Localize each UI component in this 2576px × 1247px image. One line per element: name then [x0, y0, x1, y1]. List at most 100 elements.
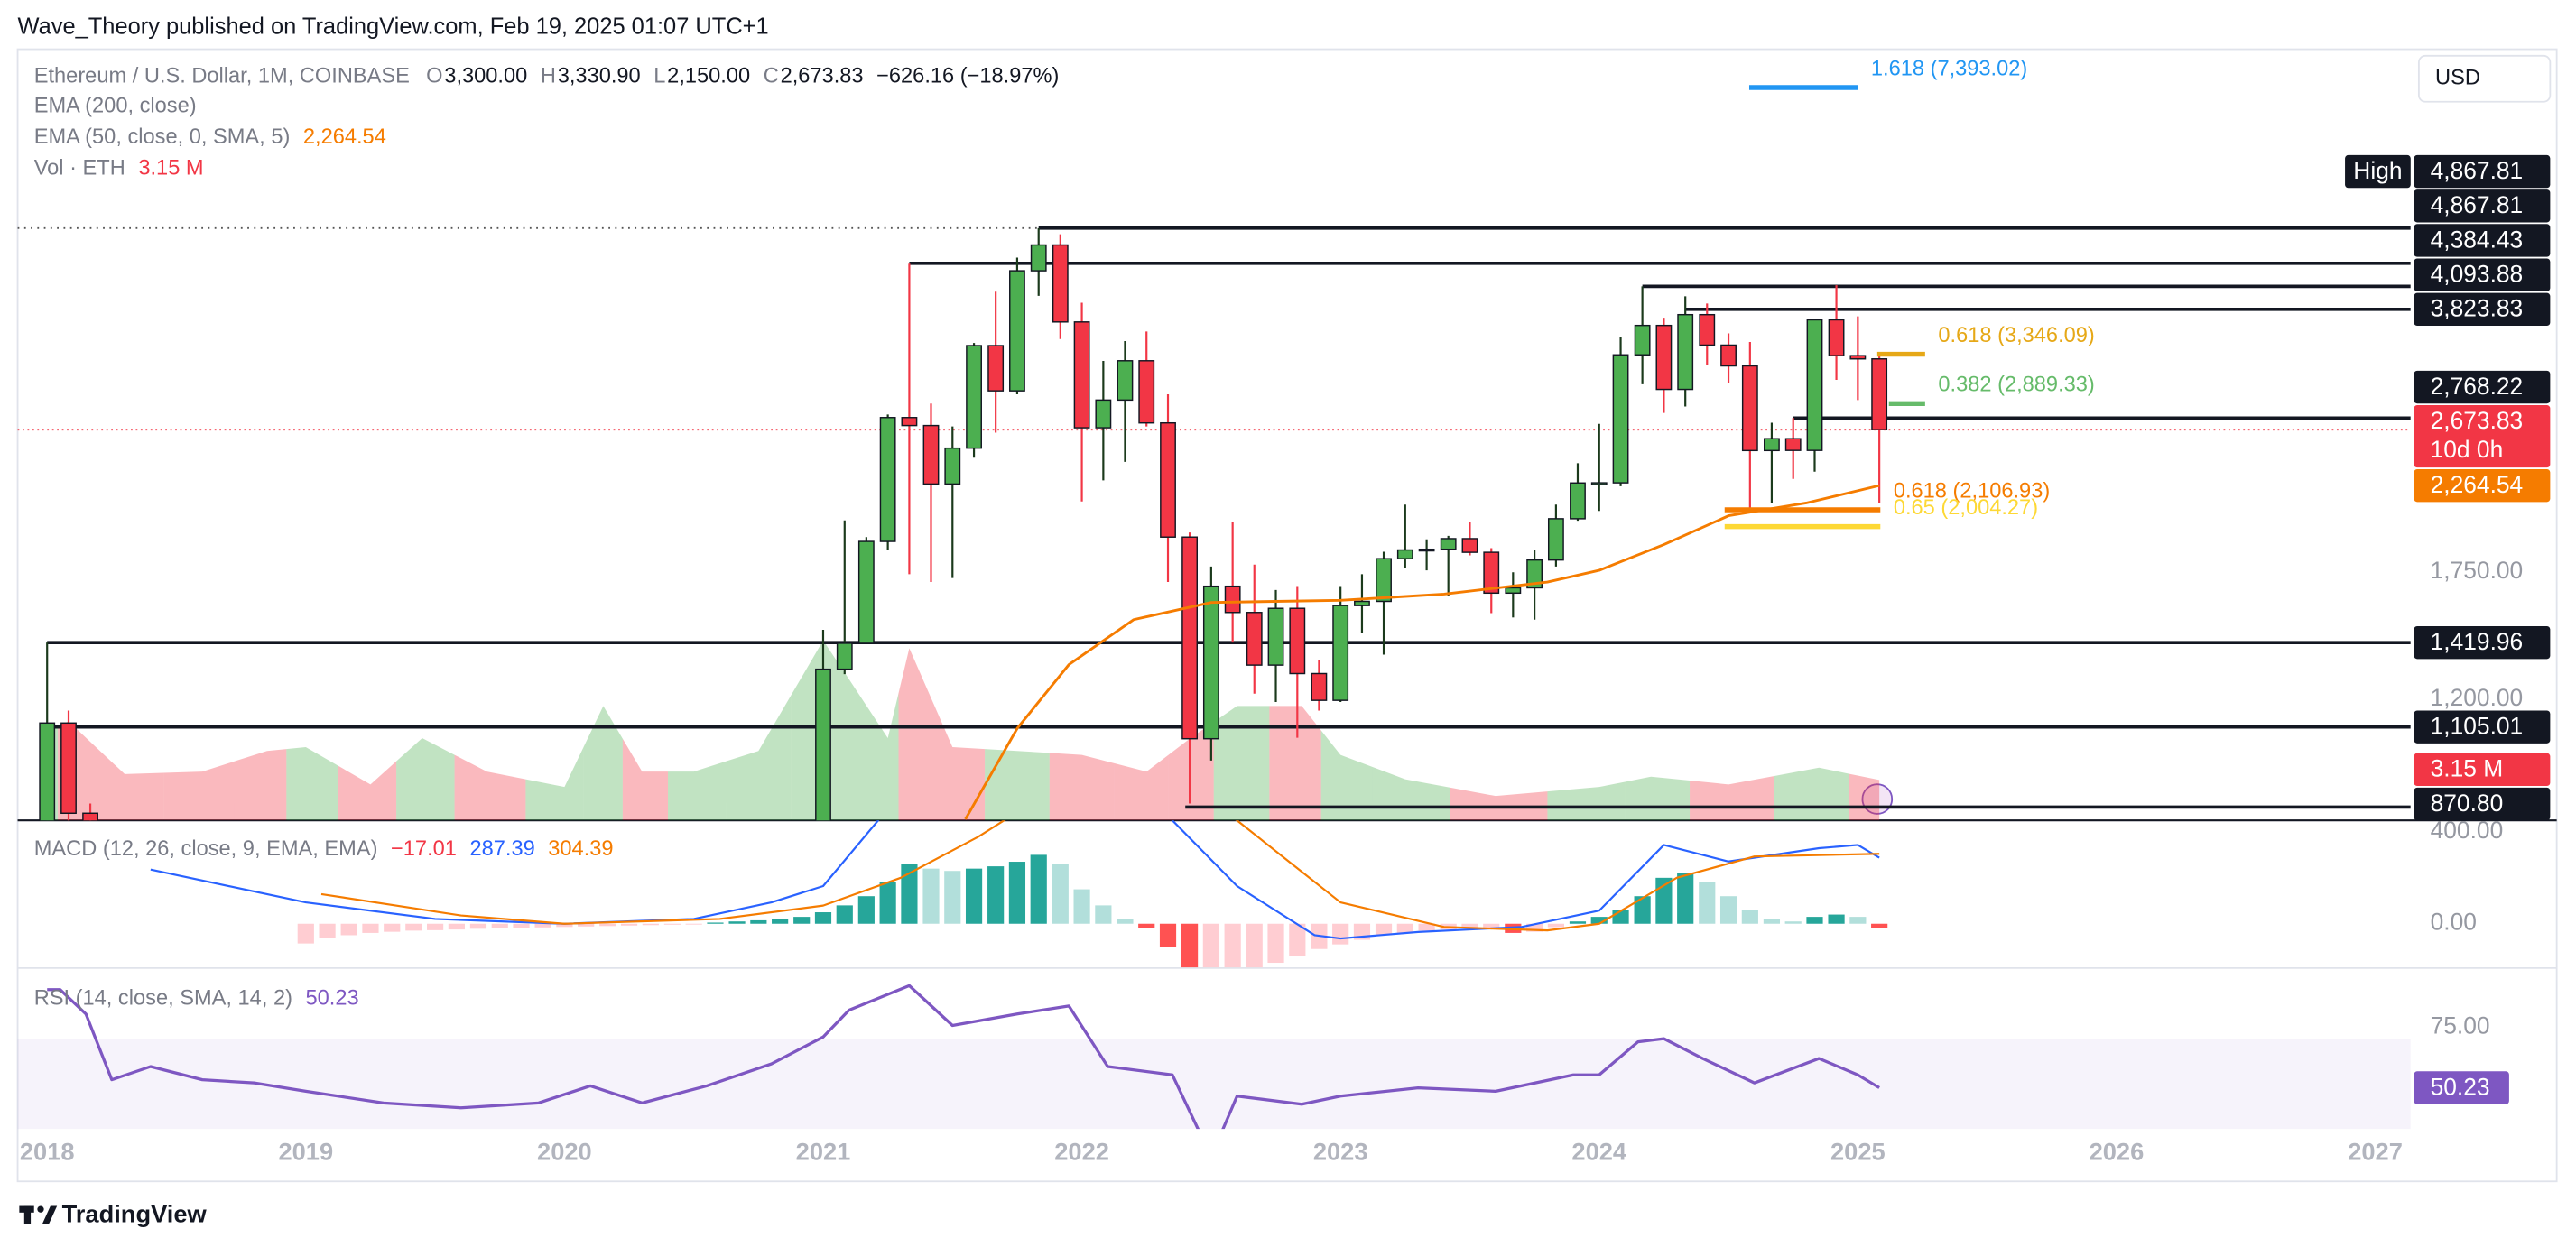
candle-body [1376, 558, 1392, 603]
legend-text: 3.15 M [138, 157, 203, 180]
axis-label-box [2414, 258, 2551, 291]
volume-area [1774, 767, 1849, 821]
macd-histogram-bar [750, 919, 767, 924]
x-tick-label: 2025 [1830, 1138, 1886, 1166]
candle-body [1526, 559, 1543, 589]
macd-histogram-bar [1181, 923, 1199, 968]
currency-button[interactable] [2417, 54, 2552, 103]
legend-text: EMA (200, close) [34, 94, 197, 117]
macd-histogram-bar [1699, 882, 1716, 924]
candle-body [1505, 587, 1522, 595]
candle-body [82, 812, 98, 821]
candle-body [1677, 313, 1694, 391]
candle-body [1267, 607, 1284, 666]
volume-area [1114, 754, 1169, 821]
x-tick-label: 2020 [537, 1138, 592, 1166]
candle-body [39, 722, 56, 821]
axis-label-box [2414, 625, 2551, 660]
macd-histogram-bar [793, 917, 811, 924]
y-tick-label: 1,200.00 [2431, 684, 2524, 711]
volume-area [898, 648, 931, 821]
volume-area [286, 747, 338, 821]
macd-histogram-bar [1461, 923, 1478, 928]
candle-body [1440, 538, 1457, 550]
fib-label: 0.65 (2,004.27) [1894, 496, 2038, 520]
macd-histogram-bar [1590, 917, 1608, 924]
x-tick-label: 2023 [1313, 1138, 1368, 1166]
macd-histogram-bar [1483, 923, 1500, 928]
macd-histogram-bar [1871, 923, 1888, 928]
candle-body [1634, 324, 1651, 356]
macd-histogram-bar [879, 882, 896, 924]
axis-label-box [2414, 154, 2551, 189]
macd-histogram-bar [448, 923, 465, 930]
axis-label-box [2414, 787, 2551, 821]
macd-histogram-bar [1008, 862, 1026, 924]
candle-body [1332, 605, 1349, 701]
macd-histogram-bar [772, 919, 789, 924]
x-tick-label: 2018 [20, 1138, 75, 1166]
macd-histogram-bar [1138, 923, 1155, 928]
brand-logo [19, 1205, 58, 1224]
macd-histogram-bar [1052, 864, 1069, 924]
candle-body [1720, 344, 1737, 367]
macd-histogram-bar [1202, 923, 1219, 968]
candle-body [1764, 438, 1780, 452]
macd-histogram-bar [362, 923, 379, 933]
axis-tag-box [2345, 154, 2411, 189]
volume-area [1690, 776, 1774, 821]
macd-histogram-bar [513, 923, 530, 928]
legend-text: RSI (14, close, SMA, 14, 2) [34, 987, 292, 1011]
macd-histogram-bar [1806, 917, 1823, 924]
volume-area [866, 693, 899, 821]
volume-area [985, 749, 1050, 821]
axis-label: 3,823.83 [2431, 295, 2524, 322]
candle-body [1806, 319, 1823, 451]
legend-text: 2,673.83 [781, 65, 864, 88]
macd-histogram-bar [707, 922, 724, 924]
candle-body [1784, 438, 1802, 451]
macd-histogram-bar [1117, 919, 1134, 924]
candle-body [1202, 585, 1219, 740]
x-tick-label: 2024 [1571, 1138, 1626, 1166]
candle-body [1828, 319, 1845, 356]
candle-body [1289, 607, 1306, 675]
macd-histogram-bar [1849, 917, 1867, 924]
candle-body [1311, 672, 1328, 701]
fib-label: 0.618 (3,346.09) [1938, 324, 2094, 347]
volume-area [97, 747, 164, 821]
volume-area [525, 746, 584, 821]
legend-text: H [541, 65, 556, 88]
candle-body [1224, 585, 1241, 614]
candle-body [1483, 551, 1500, 595]
macd-histogram-bar [297, 923, 314, 944]
axis-label-box [2414, 292, 2551, 327]
macd-histogram-bar [1030, 854, 1047, 924]
currency-label[interactable]: USD [2435, 67, 2480, 90]
axis-label: 2,673.83 [2431, 407, 2524, 434]
x-tick-label: 2026 [2090, 1138, 2145, 1166]
candle-body [944, 447, 961, 485]
volume-area [1049, 753, 1115, 821]
fib-label: 1.618 (7,393.02) [1871, 57, 2027, 80]
macd-histogram-bar [427, 923, 444, 930]
axis-label-box [2414, 753, 2551, 787]
candle-body [1095, 399, 1112, 429]
axis-label-box [2414, 468, 2551, 503]
volume-area [668, 761, 727, 821]
volume-area [1450, 787, 1548, 821]
axis-tag: High [2353, 157, 2402, 184]
axis-label: 4,867.81 [2431, 191, 2524, 218]
macd-histogram-bar [663, 923, 681, 925]
macd-histogram-bar [1396, 923, 1413, 933]
price-pane [17, 226, 2411, 821]
ema-line [964, 484, 1880, 820]
macd-histogram-bar [405, 923, 422, 931]
candle-body [1354, 600, 1370, 606]
axis-label: 4,384.43 [2431, 226, 2524, 253]
macd-histogram-bar [1677, 873, 1694, 924]
legend-text: −17.01 [391, 837, 457, 861]
